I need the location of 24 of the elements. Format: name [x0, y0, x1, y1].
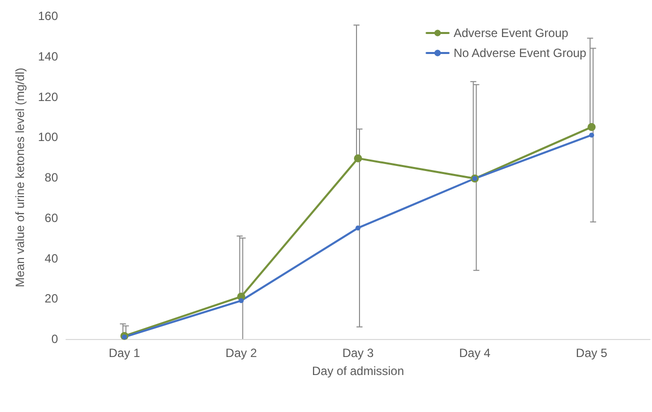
x-axis-title: Day of admission	[312, 364, 404, 378]
y-axis-title: Mean value of urine ketones level (mg/dl)	[13, 68, 27, 288]
y-tick-label: 60	[44, 210, 58, 225]
point	[589, 132, 594, 138]
point	[354, 154, 362, 162]
point	[588, 123, 596, 132]
y-tick-label: 20	[44, 292, 58, 306]
x-tick-label: Day 2	[226, 346, 258, 360]
legend-label: Adverse Event Group	[454, 26, 569, 40]
y-tick-label: 0	[51, 332, 58, 346]
y-tick-label: 120	[38, 90, 58, 104]
x-tick-label: Day 5	[576, 346, 608, 360]
x-tick-label: Day 4	[459, 346, 491, 360]
y-tick-label: 140	[38, 49, 58, 64]
y-tick-label: 100	[38, 130, 58, 144]
y-tick-label: 160	[38, 9, 58, 23]
point	[122, 334, 127, 340]
y-tick-label: 80	[44, 170, 58, 184]
x-tick-label: Day 1	[108, 346, 140, 360]
point	[356, 225, 360, 230]
y-tick-label: 40	[44, 251, 58, 266]
legend-label: No Adverse Event Group	[454, 46, 587, 60]
x-tick-label: Day 3	[342, 346, 374, 360]
point	[238, 298, 244, 304]
